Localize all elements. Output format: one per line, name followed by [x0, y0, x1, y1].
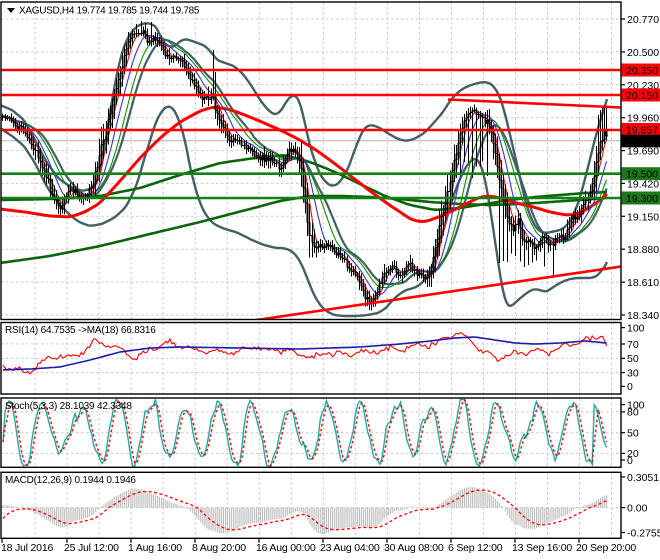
svg-text:100: 100 [627, 322, 645, 334]
svg-text:20: 20 [627, 448, 639, 460]
svg-text:20.770: 20.770 [627, 14, 659, 26]
svg-text:19.690: 19.690 [627, 146, 659, 158]
svg-text:19.150: 19.150 [627, 211, 659, 223]
svg-text:50: 50 [627, 428, 639, 440]
svg-text:19.857: 19.857 [626, 124, 658, 136]
svg-text:20.500: 20.500 [627, 47, 659, 59]
svg-text:13 Sep 16:00: 13 Sep 16:00 [512, 542, 572, 554]
svg-text:19.300: 19.300 [626, 193, 658, 205]
svg-text:23 Aug 04:00: 23 Aug 04:00 [320, 542, 380, 554]
svg-text:-0.2755: -0.2755 [627, 527, 660, 539]
svg-text:Stoch(5,3,3) 28.1039 42.3348: Stoch(5,3,3) 28.1039 42.3348 [5, 401, 132, 412]
svg-text:19.500: 19.500 [626, 169, 658, 181]
svg-text:20 Sep 20:00: 20 Sep 20:00 [576, 542, 636, 554]
svg-text:0: 0 [627, 381, 633, 393]
svg-text:18 Jul 2016: 18 Jul 2016 [1, 542, 53, 554]
svg-text:80: 80 [627, 407, 639, 419]
svg-text:0: 0 [627, 455, 633, 467]
svg-text:8 Aug 20:00: 8 Aug 20:00 [192, 542, 246, 554]
svg-text:19.420: 19.420 [627, 178, 659, 190]
svg-text:25 Jul 12:00: 25 Jul 12:00 [64, 542, 119, 554]
svg-text:30 Aug 08:00: 30 Aug 08:00 [384, 542, 444, 554]
svg-text:16 Aug 00:00: 16 Aug 00:00 [256, 542, 316, 554]
svg-text:50: 50 [627, 353, 639, 365]
svg-text:19.960: 19.960 [627, 113, 659, 125]
svg-text:100: 100 [627, 399, 645, 411]
svg-text:0.00: 0.00 [627, 502, 648, 514]
svg-text:18.610: 18.610 [627, 277, 659, 289]
svg-text:6 Sep 12:00: 6 Sep 12:00 [448, 542, 503, 554]
svg-text:20.150: 20.150 [626, 90, 658, 102]
svg-text:1 Aug 16:00: 1 Aug 16:00 [128, 542, 182, 554]
svg-text:18.880: 18.880 [627, 244, 659, 256]
svg-text:MACD(12,26,9) 0.1944 0.1946: MACD(12,26,9) 0.1944 0.1946 [5, 475, 136, 486]
svg-text:XAGUSD,H4 19.774 19.785 19.74: XAGUSD,H4 19.774 19.785 19.744 19.785 [19, 6, 200, 17]
svg-text:30: 30 [627, 367, 639, 379]
svg-text:RSI(14) 64.7535 ->MA(18) 66.8: RSI(14) 64.7535 ->MA(18) 66.8316 [5, 325, 156, 336]
svg-text:18.340: 18.340 [627, 310, 659, 322]
svg-text:70: 70 [627, 339, 639, 351]
svg-text:20.350: 20.350 [626, 65, 658, 77]
svg-text:19.785: 19.785 [626, 136, 658, 148]
svg-text:0.3051: 0.3051 [627, 472, 659, 484]
